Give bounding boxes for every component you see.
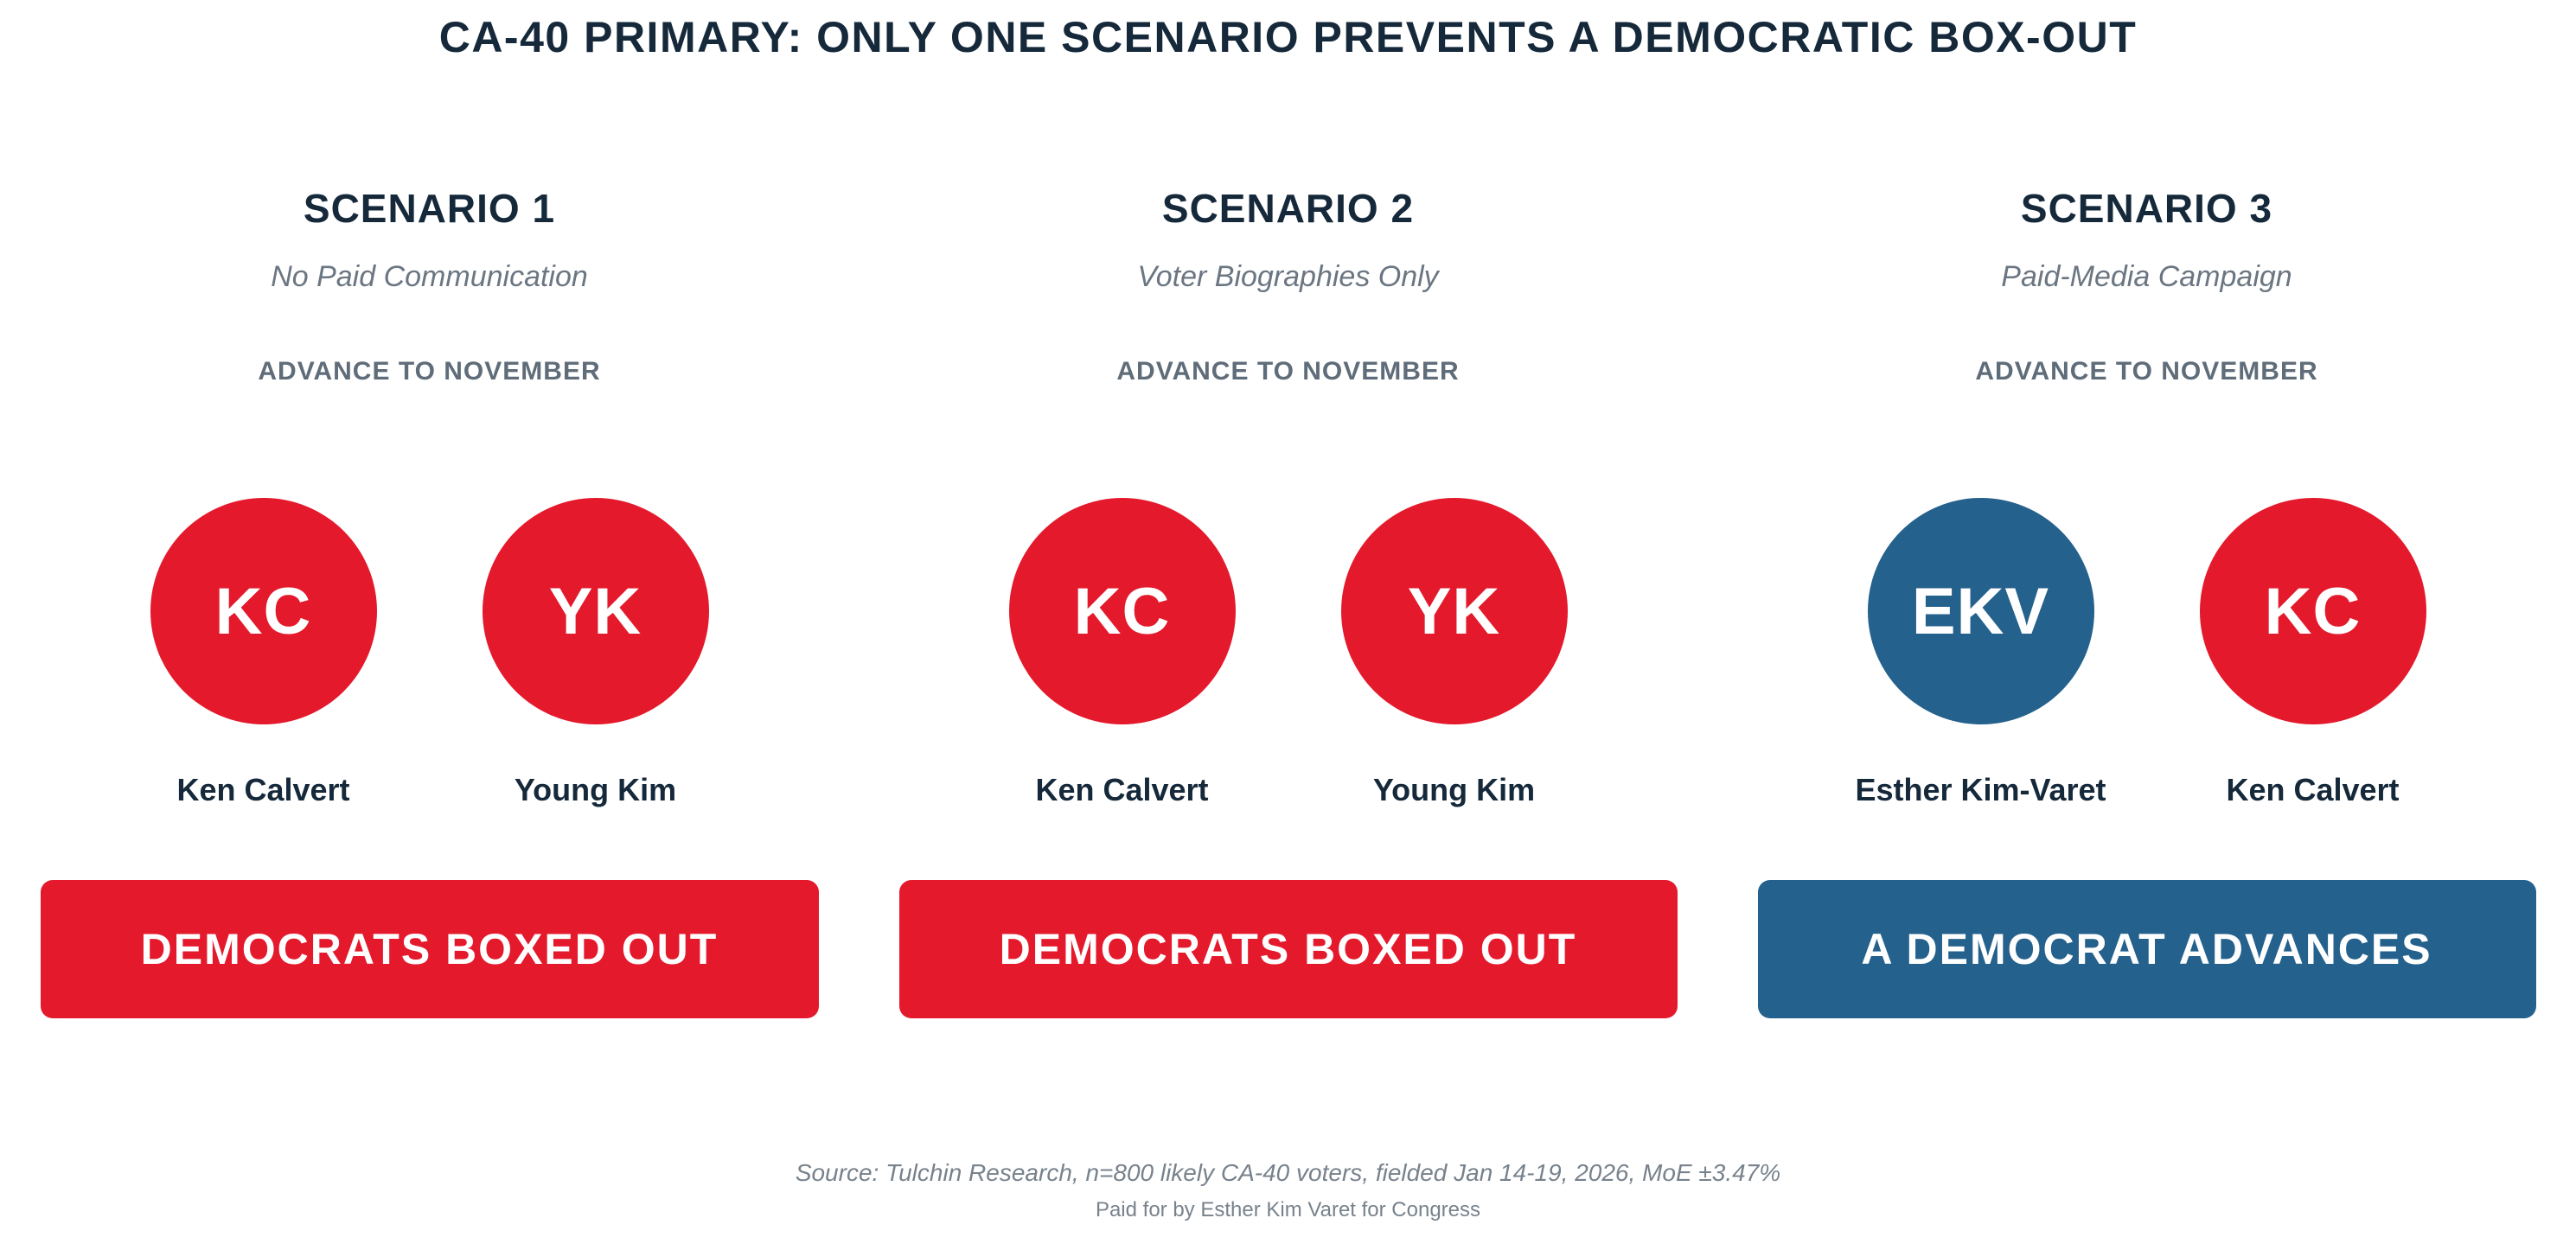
candidate-name: Ken Calvert — [1035, 772, 1209, 808]
candidate-initials: KC — [214, 574, 312, 648]
candidate: YK Young Kim — [430, 498, 762, 807]
scenario-column-1: SCENARIO 1 No Paid Communication ADVANCE… — [0, 188, 859, 1018]
candidate-initials: YK — [1407, 574, 1501, 648]
candidate-avatar-circle: EKV — [1867, 498, 2094, 725]
candidate-initials: KC — [1073, 574, 1171, 648]
candidate: EKV Esther Kim-Varet — [1815, 498, 2147, 807]
outcome-banner: DEMOCRATS BOXED OUT — [898, 879, 1678, 1018]
scenario-subtitle: Paid-Media Campaign — [2001, 260, 2292, 293]
candidate: KC Ken Calvert — [98, 498, 430, 807]
candidate-avatar-circle: KC — [150, 498, 377, 725]
outcome-banner: A DEMOCRAT ADVANCES — [1757, 879, 2536, 1018]
page-title: CA-40 PRIMARY: ONLY ONE SCENARIO PREVENT… — [438, 13, 2138, 61]
candidate-avatar-circle: KC — [2199, 498, 2426, 725]
scenario-subtitle: Voter Biographies Only — [1137, 260, 1439, 293]
source-note: Source: Tulchin Research, n=800 likely C… — [795, 1158, 1781, 1186]
candidate: YK Young Kim — [1288, 498, 1620, 807]
advance-to-november-label: ADVANCE TO NOVEMBER — [1975, 357, 2318, 386]
candidate-pair: KC Ken Calvert YK Young Kim — [956, 498, 1620, 807]
scenario-column-3: SCENARIO 3 Paid-Media Campaign ADVANCE T… — [1717, 188, 2576, 1018]
scenario-column-2: SCENARIO 2 Voter Biographies Only ADVANC… — [859, 188, 1717, 1018]
footer: Source: Tulchin Research, n=800 likely C… — [0, 1158, 2576, 1222]
candidate-name: Young Kim — [1372, 772, 1536, 808]
scenario-columns: SCENARIO 1 No Paid Communication ADVANCE… — [0, 188, 2576, 1018]
candidate-initials: EKV — [1911, 574, 2050, 648]
advance-to-november-label: ADVANCE TO NOVEMBER — [1116, 357, 1460, 386]
outcome-banner: DEMOCRATS BOXED OUT — [40, 879, 819, 1018]
candidate-name: Ken Calvert — [176, 772, 350, 808]
paid-for-note: Paid for by Esther Kim Varet for Congres… — [1095, 1197, 1481, 1221]
candidate-name: Young Kim — [514, 772, 677, 808]
candidate-pair: KC Ken Calvert YK Young Kim — [98, 498, 762, 807]
candidate: KC Ken Calvert — [956, 498, 1288, 807]
candidate-avatar-circle: YK — [482, 498, 709, 725]
scenario-title: SCENARIO 1 — [303, 186, 556, 231]
advance-to-november-label: ADVANCE TO NOVEMBER — [258, 357, 601, 386]
scenario-title: SCENARIO 2 — [1161, 186, 1415, 231]
scenario-title: SCENARIO 3 — [2020, 186, 2273, 231]
candidate-name: Ken Calvert — [2226, 772, 2400, 808]
candidate-avatar-circle: KC — [1008, 498, 1236, 725]
candidate-pair: EKV Esther Kim-Varet KC Ken Calvert — [1815, 498, 2479, 807]
candidate-initials: YK — [548, 574, 642, 648]
candidate-name: Esther Kim-Varet — [1855, 772, 2106, 808]
candidate: KC Ken Calvert — [2147, 498, 2479, 807]
candidate-initials: KC — [2264, 574, 2362, 648]
scenario-subtitle: No Paid Communication — [271, 260, 588, 293]
candidate-avatar-circle: YK — [1340, 498, 1568, 725]
